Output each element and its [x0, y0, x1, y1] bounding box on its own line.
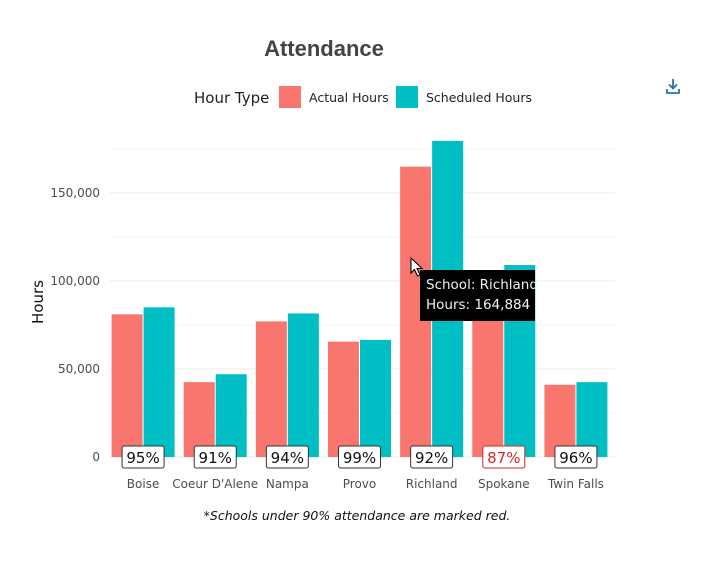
attendance-label-text: 92% — [415, 449, 448, 467]
y-tick-label: 50,000 — [58, 362, 100, 376]
x-tick-label-richland: Richland — [406, 477, 458, 491]
attendance-label-box — [193, 445, 237, 469]
download-icon[interactable] — [666, 79, 680, 94]
y-axis-ticks: 0 50,000 100,000 150,000 — [50, 186, 100, 464]
attendance-label-text: 94% — [271, 449, 304, 467]
y-tick-label: 150,000 — [50, 186, 100, 200]
attendance-label-text: 96% — [559, 449, 592, 467]
attendance-label-text: 91% — [199, 449, 232, 467]
tooltip-line-school: School: Richland — [426, 277, 538, 293]
tooltip-line-hours: Hours: 164,884 — [426, 297, 530, 313]
chart-caption: *Schools under 90% attendance are marked… — [204, 508, 511, 523]
attendance-label-box — [482, 445, 526, 469]
y-axis-label: Hours — [29, 280, 47, 324]
attendance-label-provo: 99% — [338, 445, 381, 469]
bar-coeur-d-alene-actual-hours[interactable] — [183, 382, 215, 457]
bar-provo-scheduled-hours[interactable] — [360, 339, 391, 457]
attendance-label-coeur-d-alene: 91% — [193, 445, 237, 469]
tooltip-box — [420, 270, 535, 321]
attendance-label-text: 99% — [343, 449, 376, 467]
legend-label-actual-hours[interactable]: Actual Hours — [309, 90, 389, 105]
x-tick-label-nampa: Nampa — [266, 477, 309, 491]
chart-title: Attendance — [264, 36, 384, 61]
download-button[interactable] — [666, 79, 680, 94]
attendance-label-twin-falls: 96% — [554, 445, 598, 469]
legend: Hour Type Actual Hours Scheduled Hours — [194, 86, 532, 108]
legend-swatch-actual-hours[interactable] — [279, 86, 301, 108]
bar-twin-falls-scheduled-hours[interactable] — [576, 382, 608, 457]
attendance-label-text: 95% — [126, 449, 159, 467]
x-tick-label-provo: Provo — [343, 477, 376, 491]
y-tick-label: 0 — [92, 450, 100, 464]
legend-swatch-scheduled-hours[interactable] — [396, 86, 418, 108]
attendance-label-spokane: 87% — [482, 445, 526, 469]
attendance-label-richland: 92% — [410, 445, 454, 469]
bar-boise-scheduled-hours[interactable] — [143, 307, 175, 457]
legend-label-scheduled-hours[interactable]: Scheduled Hours — [426, 90, 532, 105]
attendance-labels: 95% 91% 94% 99% 92% 87% 96% — [121, 445, 598, 469]
x-tick-label-spokane: Spokane — [478, 477, 530, 491]
attendance-label-box — [121, 445, 165, 469]
attendance-label-boise: 95% — [121, 445, 165, 469]
bar-nampa-actual-hours[interactable] — [255, 321, 287, 457]
attendance-label-box — [265, 445, 309, 469]
bar-boise-actual-hours[interactable] — [111, 314, 143, 457]
cursor-pointer-icon — [410, 256, 424, 277]
attendance-label-text: 87% — [487, 449, 520, 467]
x-axis-ticks: Boise Coeur D'Alene Nampa Provo Richland Spok… — [127, 477, 604, 491]
attendance-label-box — [554, 445, 598, 469]
attendance-label-box — [410, 445, 454, 469]
attendance-label-nampa: 94% — [265, 445, 309, 469]
legend-title: Hour Type — [194, 89, 269, 107]
tooltip: School: Richland Hours: 164,884 — [420, 270, 538, 321]
bar-provo-actual-hours[interactable] — [328, 341, 359, 457]
x-tick-label-twin-falls: Twin Falls — [547, 477, 604, 491]
y-tick-label: 100,000 — [50, 274, 100, 288]
bar-twin-falls-actual-hours[interactable] — [544, 384, 576, 457]
x-tick-label-boise: Boise — [127, 477, 160, 491]
attendance-label-box — [338, 445, 381, 469]
bar-coeur-d-alene-scheduled-hours[interactable] — [215, 374, 247, 457]
x-tick-label-coeur-d-alene: Coeur D'Alene — [172, 477, 258, 491]
bars — [111, 140, 608, 457]
bar-nampa-scheduled-hours[interactable] — [287, 313, 319, 457]
